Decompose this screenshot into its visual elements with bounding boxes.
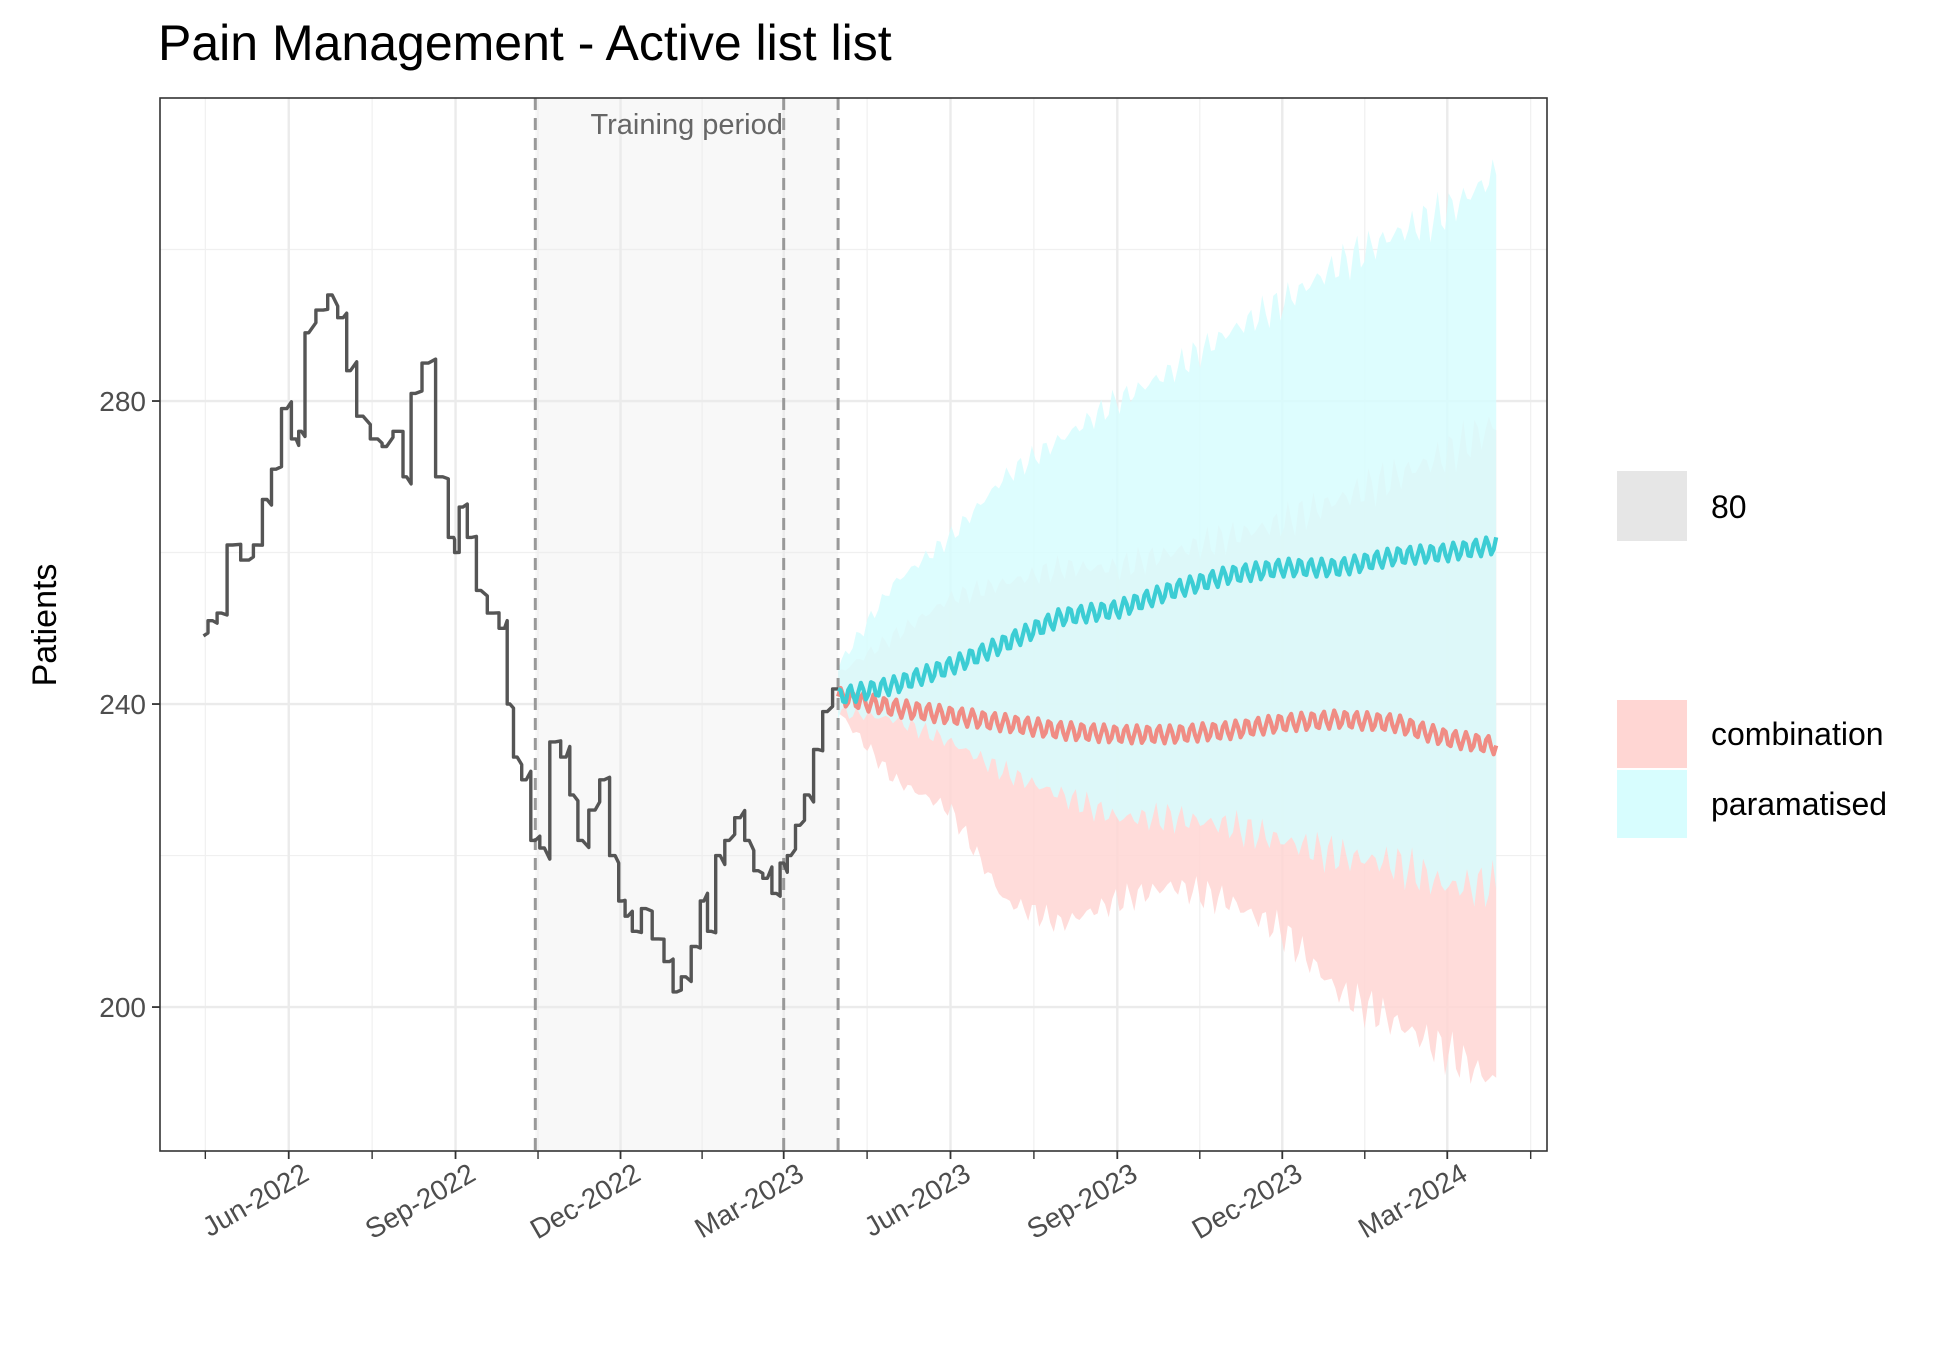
observed-line [202,293,839,994]
series-lines [202,293,1499,994]
y-axis-title: Patients [26,564,64,687]
training-period-shade [535,98,839,1151]
y-tick-label-1: 240 [99,689,146,720]
legend-key-combination [1617,700,1687,768]
y-tick-label-0: 200 [99,992,146,1023]
plot-panel-border [159,97,1548,1152]
plot-panel: Training period [159,97,1548,1152]
y-axis: 200 240 280 [99,386,160,1023]
chart-title: Pain Management - Active list list [158,15,892,71]
legend-label-combination: combination [1711,716,1884,752]
line-combination [836,685,1499,757]
training-period-label: Training period [591,109,783,141]
legend-label-paramatised: paramatised [1711,786,1887,822]
training-period-lines [533,98,840,1151]
legend-key-paramatised [1617,770,1687,838]
legend-label-80: 80 [1711,489,1747,525]
line-paramatised [837,535,1499,705]
legend: 80 combination paramatised [1617,471,1887,838]
y-tick-label-2: 280 [99,386,146,417]
legend-key-80 [1617,471,1687,541]
